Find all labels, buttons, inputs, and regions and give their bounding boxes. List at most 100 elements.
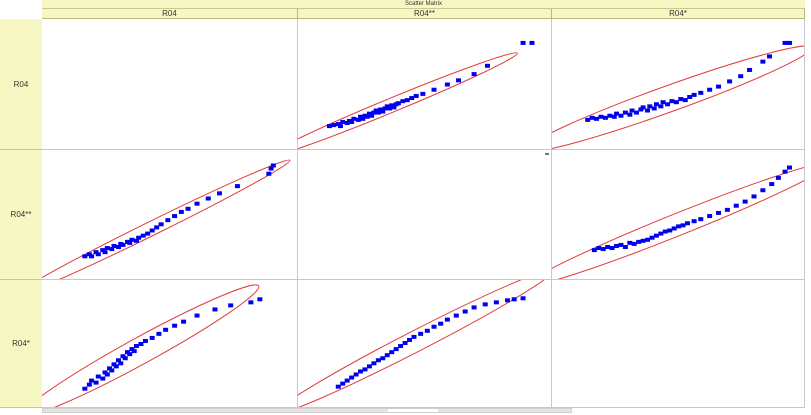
- horizontal-scrollbar[interactable]: [42, 408, 572, 413]
- scatter-plot-r04-double-star-vs-r04-star: [552, 162, 804, 279]
- data-point: [622, 110, 628, 115]
- confidence-ellipse: [552, 45, 804, 149]
- data-point: [109, 368, 115, 373]
- data-point: [380, 109, 386, 114]
- data-point: [707, 214, 713, 219]
- data-point: [691, 92, 697, 97]
- data-point: [358, 114, 364, 119]
- data-point: [520, 40, 526, 45]
- data-point: [691, 219, 697, 224]
- data-point: [529, 40, 535, 45]
- data-point: [640, 238, 646, 243]
- scrollbar-thumb[interactable]: [388, 409, 438, 412]
- data-point: [353, 372, 359, 377]
- scatter-panel-r04-star-vs-r04-double-star: [298, 280, 552, 408]
- data-point: [82, 386, 88, 391]
- data-point: [602, 115, 608, 120]
- data-point: [760, 59, 766, 64]
- data-point: [154, 225, 160, 230]
- data-point: [216, 191, 222, 196]
- data-point: [653, 102, 659, 107]
- data-point: [122, 356, 128, 361]
- data-point: [362, 367, 368, 372]
- data-point: [667, 228, 673, 233]
- data-point: [380, 356, 386, 361]
- data-point: [138, 342, 144, 347]
- data-point: [366, 111, 372, 116]
- data-point: [782, 40, 788, 45]
- data-point: [86, 382, 92, 387]
- column-header-r04-star: R04*: [552, 9, 805, 19]
- data-point: [111, 362, 117, 367]
- diagonal-cell-r04: [42, 19, 298, 150]
- diagonal-cell-r04-double-star: [298, 150, 552, 280]
- data-point: [102, 250, 108, 255]
- scatter-panel-r04-double-star-vs-r04-star: [552, 150, 805, 280]
- data-point: [129, 347, 135, 352]
- data-point: [647, 104, 653, 109]
- data-point: [407, 337, 413, 342]
- scatter-panel-r04-double-star-vs-r04: [42, 150, 298, 280]
- data-point: [618, 242, 624, 247]
- data-point: [622, 245, 628, 250]
- data-point: [687, 95, 693, 99]
- data-point: [373, 108, 379, 113]
- data-point: [86, 252, 92, 257]
- data-point: [636, 239, 642, 244]
- scatter-panel-r04-star-vs-r04: [42, 280, 298, 408]
- data-point: [111, 243, 117, 248]
- data-point: [653, 233, 659, 238]
- data-point: [627, 112, 633, 117]
- data-point: [431, 324, 437, 329]
- confidence-ellipse: [42, 284, 260, 407]
- data-point: [769, 182, 775, 187]
- data-point: [431, 87, 437, 92]
- data-point: [420, 91, 426, 96]
- data-point: [651, 106, 657, 111]
- data-point: [142, 338, 148, 343]
- data-point: [384, 104, 390, 109]
- data-point: [257, 297, 263, 302]
- data-point: [95, 252, 101, 257]
- data-point: [633, 110, 639, 115]
- confidence-ellipse: [298, 52, 518, 149]
- data-point: [133, 344, 139, 349]
- scatter-panel-r04-vs-r04-star: [552, 19, 805, 150]
- data-point: [228, 303, 234, 308]
- data-point: [484, 63, 490, 68]
- data-point: [107, 366, 113, 371]
- data-point: [116, 245, 121, 250]
- data-point: [378, 107, 384, 112]
- data-point: [680, 223, 686, 228]
- row-header-r04: R04: [0, 19, 42, 150]
- data-point: [386, 106, 392, 111]
- data-point: [344, 378, 350, 383]
- data-point: [127, 352, 133, 357]
- data-point: [676, 224, 682, 229]
- data-point: [391, 105, 397, 110]
- data-point: [331, 123, 337, 128]
- data-point: [266, 171, 272, 176]
- data-point: [742, 199, 748, 204]
- data-point: [149, 335, 155, 340]
- data-point: [678, 97, 684, 102]
- data-point: [775, 175, 781, 180]
- data-point: [149, 228, 155, 233]
- data-point: [131, 349, 137, 354]
- data-point: [102, 370, 108, 375]
- data-point: [163, 327, 169, 332]
- data-point: [471, 305, 477, 310]
- data-point: [93, 250, 99, 255]
- data-point: [662, 229, 668, 234]
- data-point: [400, 99, 406, 104]
- data-point: [751, 194, 757, 199]
- data-point: [611, 114, 617, 119]
- data-point: [520, 296, 526, 301]
- data-point: [124, 350, 130, 355]
- data-point: [413, 93, 419, 98]
- data-point: [145, 231, 151, 236]
- data-point: [156, 331, 162, 336]
- confidence-ellipse: [552, 162, 804, 279]
- data-point: [607, 113, 613, 118]
- data-point: [629, 108, 635, 113]
